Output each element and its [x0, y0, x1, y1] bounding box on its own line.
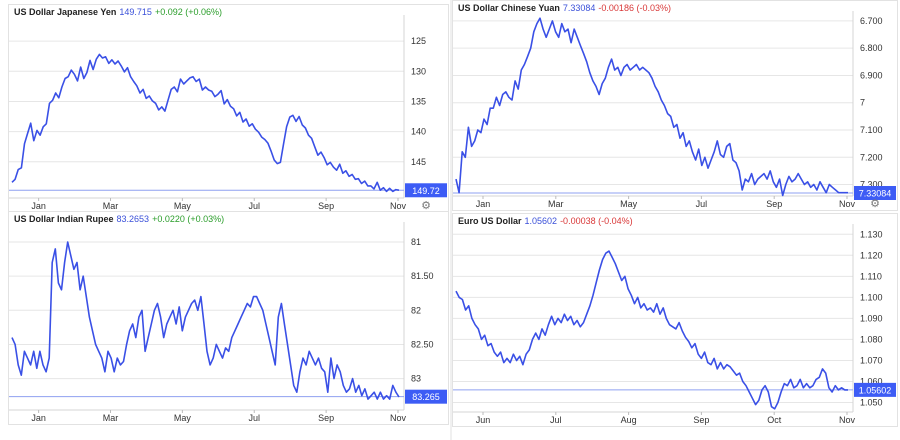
last-price-badge-label: 1.05602	[859, 385, 892, 395]
y-tick-label: 1.120	[860, 250, 883, 260]
last-price-badge-label: 83.265	[412, 392, 440, 402]
y-tick-label: 140	[411, 127, 426, 137]
y-tick-label: 7.100	[860, 125, 883, 135]
x-tick-label: Oct	[767, 415, 782, 425]
x-tick-label: May	[174, 201, 192, 211]
x-tick-label: Nov	[390, 413, 407, 423]
chart-title: Euro US Dollar	[458, 216, 522, 226]
y-tick-label: 7.300	[860, 180, 883, 190]
x-tick-label: Nov	[839, 415, 856, 425]
line-chart: 125 130 135 140 145 Jan Mar May Jul Sep Nov 149.72	[9, 15, 447, 211]
x-tick-label: Mar	[103, 413, 119, 423]
y-tick-label: 6.700	[860, 16, 883, 26]
last-price: 149.715	[119, 7, 152, 17]
y-tick-label: 81	[411, 237, 421, 247]
price-change: -0.00186 (-0.03%)	[598, 3, 671, 13]
x-tick-label: Jun	[476, 415, 491, 425]
y-tick-label: 1.110	[860, 271, 882, 281]
gear-icon[interactable]: ⚙	[421, 200, 431, 212]
last-price: 7.33084	[562, 3, 596, 13]
line-chart: 81 81.50 82 82.50 83 Jan Mar May Jul Sep Nov 83.265	[9, 222, 447, 423]
series-line	[455, 17, 848, 197]
x-tick-label: Nov	[390, 201, 407, 211]
last-price-badge	[854, 382, 896, 397]
chart-panel-jpy: US Dollar Japanese Yen 149.715 +0.092 (+0.…	[8, 4, 449, 213]
x-tick-label: Jul	[696, 199, 708, 209]
y-tick-label: 6.800	[860, 43, 883, 53]
x-tick-label: May	[620, 199, 638, 209]
y-tick-label: 130	[411, 66, 426, 76]
price-change: +0.092 (+0.06%)	[154, 7, 222, 17]
series-line	[11, 53, 400, 193]
price-change: -0.00038 (-0.04%)	[560, 216, 633, 226]
chart-panel-inr: US Dollar Indian Rupee 83.2653 +0.0220 (+0…	[8, 211, 449, 425]
x-tick-label: Jul	[550, 415, 562, 425]
y-tick-label: 7	[860, 98, 865, 108]
x-tick-label: Sep	[766, 199, 782, 209]
line-chart: 6.700 6.800 6.900 7 7.100 7.200 7.300 Jan Mar May…	[453, 11, 896, 209]
x-tick-label: Nov	[839, 199, 856, 209]
last-price-badge	[854, 186, 896, 200]
y-tick-label: 1.080	[860, 334, 883, 344]
series-line	[11, 241, 400, 400]
x-tick-label: May	[174, 413, 192, 423]
line-chart: 1.050 1.060 1.070 1.080 1.090 1.100 1.110 1.120…	[453, 224, 896, 425]
chart-panel-eur: Euro US Dollar 1.05602 -0.00038 (-0.04%) 1…	[452, 213, 898, 427]
chart-title: US Dollar Japanese Yen	[14, 7, 117, 17]
y-tick-label: 1.130	[860, 229, 883, 239]
x-tick-label: Mar	[103, 201, 119, 211]
y-tick-label: 82.50	[411, 339, 434, 349]
x-tick-label: Jan	[31, 201, 46, 211]
y-tick-label: 6.900	[860, 70, 883, 80]
x-tick-label: Mar	[548, 199, 564, 209]
last-price: 1.05602	[524, 216, 558, 226]
last-price: 83.2653	[116, 214, 150, 224]
y-tick-label: 1.070	[860, 355, 883, 365]
y-tick-label: 1.050	[860, 398, 883, 408]
y-tick-label: 1.090	[860, 313, 883, 323]
chart-title: US Dollar Chinese Yuan	[458, 3, 560, 13]
panel-separator	[450, 0, 452, 440]
x-tick-label: Aug	[621, 415, 637, 425]
chart-header: Euro US Dollar 1.05602 -0.00038 (-0.04%)	[458, 216, 633, 226]
y-tick-label: 7.200	[860, 152, 883, 162]
price-change: +0.0220 (+0.03%)	[152, 214, 225, 224]
x-tick-label: Jan	[476, 199, 491, 209]
x-tick-label: Jan	[31, 413, 46, 423]
x-tick-label: Jul	[248, 413, 260, 423]
x-tick-label: Sep	[318, 201, 334, 211]
last-price-badge	[405, 183, 447, 198]
series-line	[455, 250, 848, 410]
y-tick-label: 83	[411, 374, 421, 384]
last-price-badge	[405, 389, 447, 404]
chart-panel-cny: US Dollar Chinese Yuan 7.33084 -0.00186 (-…	[452, 0, 898, 211]
y-tick-label: 145	[411, 157, 426, 167]
y-tick-label: 82	[411, 305, 421, 315]
last-price-badge-label: 149.72	[412, 186, 440, 196]
y-tick-label: 135	[411, 96, 426, 106]
chart-header: US Dollar Chinese Yuan 7.33084 -0.00186 (-…	[458, 3, 671, 13]
chart-header: US Dollar Japanese Yen 149.715 +0.092 (+0.…	[14, 7, 222, 17]
chart-header: US Dollar Indian Rupee 83.2653 +0.0220 (+0…	[14, 214, 224, 224]
y-tick-label: 81.50	[411, 271, 434, 281]
gear-icon[interactable]: ⚙	[870, 198, 880, 210]
chart-title: US Dollar Indian Rupee	[14, 214, 114, 224]
x-tick-label: Jul	[248, 201, 260, 211]
y-tick-label: 1.060	[860, 377, 883, 387]
last-price-badge-label: 7.33084	[859, 189, 892, 199]
y-tick-label: 125	[411, 36, 426, 46]
y-tick-label: 1.100	[860, 292, 883, 302]
x-tick-label: Sep	[693, 415, 709, 425]
x-tick-label: Sep	[318, 413, 334, 423]
